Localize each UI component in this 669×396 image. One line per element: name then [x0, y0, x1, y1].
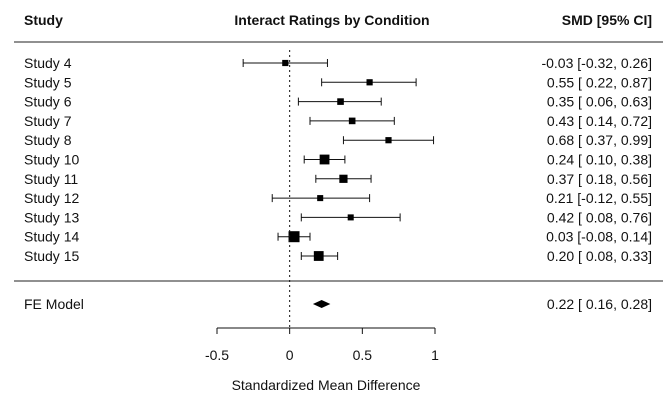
estimate-text: 0.20 [ 0.08, 0.33]: [547, 248, 652, 264]
point-estimate: [385, 137, 392, 144]
estimate-text: 0.55 [ 0.22, 0.87]: [547, 74, 652, 90]
summary-row: FE Model 0.22 [ 0.16, 0.28]: [24, 296, 652, 312]
study-row: Study 6 0.35 [ 0.06, 0.63]: [24, 94, 652, 110]
chart-title: Interact Ratings by Condition: [234, 12, 429, 28]
point-estimate: [288, 231, 300, 243]
estimate-text: 0.37 [ 0.18, 0.56]: [547, 171, 652, 187]
study-name: Study 10: [24, 152, 79, 168]
estimate-column-header: SMD [95% CI]: [562, 12, 652, 28]
study-row: Study 7 0.43 [ 0.14, 0.72]: [24, 113, 652, 129]
point-estimate: [313, 251, 324, 261]
study-rows: Study 4 -0.03 [-0.32, 0.26] Study 5 0.55 [ …: [24, 55, 652, 264]
study-row: Study 11 0.37 [ 0.18, 0.56]: [24, 171, 652, 187]
estimate-text: 0.43 [ 0.14, 0.72]: [547, 113, 652, 129]
study-name: Study 11: [24, 171, 78, 187]
study-row: Study 4 -0.03 [-0.32, 0.26]: [24, 55, 652, 71]
point-estimate: [282, 59, 289, 67]
study-row: Study 8 0.68 [ 0.37, 0.99]: [24, 132, 652, 148]
study-name: Study 7: [24, 113, 72, 129]
study-row: Study 15 0.20 [ 0.08, 0.33]: [24, 248, 652, 264]
study-name: Study 6: [24, 94, 72, 110]
estimate-text: 0.35 [ 0.06, 0.63]: [547, 94, 652, 110]
summary-estimate-text: 0.22 [ 0.16, 0.28]: [547, 296, 652, 312]
summary-name: FE Model: [24, 296, 84, 312]
point-estimate: [348, 117, 356, 125]
study-name: Study 4: [24, 55, 72, 71]
study-column-header: Study: [24, 12, 63, 28]
x-axis-label: Standardized Mean Difference: [232, 377, 421, 393]
study-name: Study 14: [24, 229, 79, 245]
x-tick-label: 0.5: [353, 347, 373, 363]
estimate-text: 0.24 [ 0.10, 0.38]: [547, 152, 652, 168]
estimate-text: 0.03 [-0.08, 0.14]: [546, 229, 652, 245]
x-tick-label: 0: [286, 347, 294, 363]
estimate-text: 0.21 [-0.12, 0.55]: [546, 190, 652, 206]
x-tick-label: 1: [431, 347, 439, 363]
point-estimate: [347, 214, 354, 221]
point-estimate: [337, 98, 344, 105]
x-axis: -0.5 0 0.5 1: [205, 50, 439, 363]
study-name: Study 8: [24, 132, 72, 148]
study-row: Study 12 0.21 [-0.12, 0.55]: [24, 190, 652, 206]
estimate-text: -0.03 [-0.32, 0.26]: [541, 55, 652, 71]
point-estimate: [317, 195, 324, 202]
study-row: Study 10 0.24 [ 0.10, 0.38]: [24, 152, 652, 168]
estimate-text: 0.42 [ 0.08, 0.76]: [547, 209, 652, 225]
x-tick-label: -0.5: [205, 347, 229, 363]
estimate-text: 0.68 [ 0.37, 0.99]: [547, 132, 652, 148]
study-row: Study 13 0.42 [ 0.08, 0.76]: [24, 209, 652, 225]
summary-diamond: [312, 300, 331, 308]
point-estimate: [319, 154, 330, 165]
point-estimate: [366, 79, 373, 86]
study-name: Study 5: [24, 74, 72, 90]
study-row: Study 5 0.55 [ 0.22, 0.87]: [24, 74, 652, 90]
study-row: Study 14 0.03 [-0.08, 0.14]: [24, 229, 652, 245]
study-name: Study 12: [24, 190, 79, 206]
study-name: Study 13: [24, 209, 79, 225]
study-name: Study 15: [24, 248, 79, 264]
point-estimate: [339, 174, 348, 183]
